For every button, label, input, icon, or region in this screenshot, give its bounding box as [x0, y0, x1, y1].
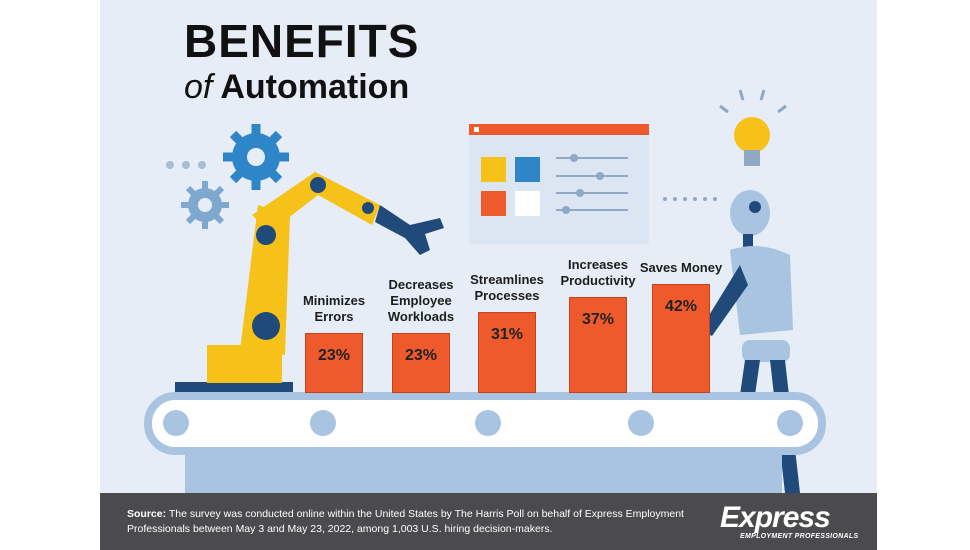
subtitle-text: Automation [220, 68, 410, 106]
category-label: Streamlines Processes [470, 272, 544, 304]
value-label: 23% [317, 347, 351, 365]
category-label: Increases Productivity [560, 256, 636, 288]
gear-small [181, 181, 229, 229]
logo: Express [720, 501, 831, 534]
bar [305, 333, 363, 393]
subtitle-prefix: of [184, 68, 213, 106]
value-label: 23% [404, 347, 438, 365]
source-label: Source: [127, 508, 167, 520]
bar [569, 296, 627, 393]
value-label: 37% [581, 310, 615, 328]
gear [223, 124, 289, 190]
title: BENEFITS [184, 15, 420, 67]
subtitle: of Automation [184, 68, 409, 107]
category-label: Saves Money [639, 259, 723, 275]
source-text: The survey was conducted online within t… [127, 508, 684, 535]
illustration [144, 89, 826, 493]
conveyor [144, 392, 826, 493]
logo-tagline: EMPLOYMENT PROFESSIONALS [740, 533, 859, 540]
value-label: 42% [664, 297, 698, 315]
bar [652, 283, 710, 393]
bar [478, 312, 536, 393]
screen [469, 124, 649, 244]
robot-arm [175, 172, 444, 394]
bar [392, 333, 450, 393]
category-label: Decreases Employee Workloads [387, 277, 455, 325]
source: Source: The survey was conducted online … [127, 507, 707, 537]
footer: Source: The survey was conducted online … [100, 493, 877, 550]
category-label: Minimizes Errors [302, 293, 366, 325]
value-label: 31% [490, 326, 524, 344]
